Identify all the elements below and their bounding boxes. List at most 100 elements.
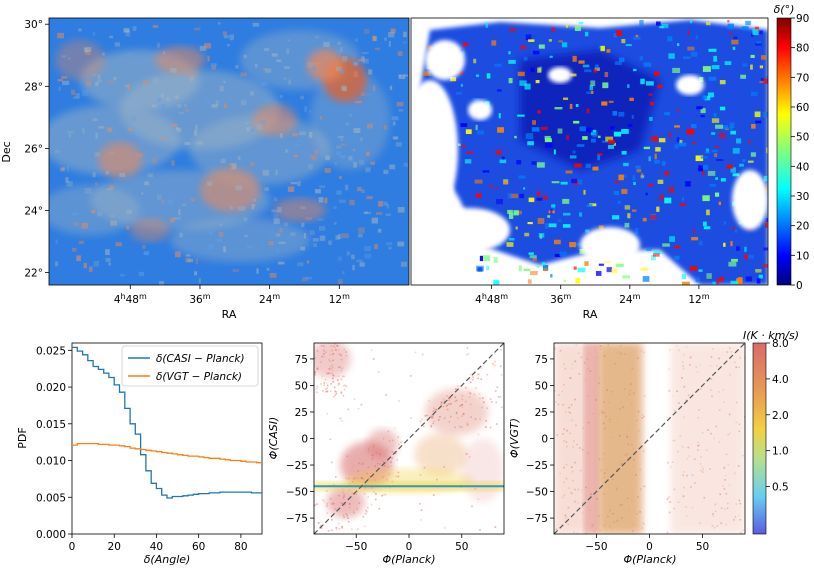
map-casi-speckle <box>377 228 382 233</box>
vgt-scatter-point <box>687 394 690 397</box>
map-delta-patch <box>702 95 707 100</box>
map-casi-speckle <box>397 241 405 247</box>
vgt-scatter-point <box>726 351 728 353</box>
casi-scatter-point <box>343 348 346 351</box>
vgt-scatter-point <box>683 416 685 419</box>
map-delta-patch <box>735 246 740 251</box>
casi-scatter-point <box>353 477 356 480</box>
map-delta-patch <box>763 78 768 84</box>
vgt-scatter-point <box>742 454 744 457</box>
map-delta-patch <box>739 163 744 167</box>
map-casi-speckle <box>298 131 306 136</box>
casi-scatter-point <box>436 478 438 481</box>
casi-scatter-point <box>375 493 377 495</box>
casi-scatter-point <box>397 475 400 478</box>
casi-scatter-xtick-label: −50 <box>345 541 367 553</box>
map-delta-patch <box>475 124 478 131</box>
map-casi-speckle <box>207 55 210 62</box>
vgt-scatter-point <box>609 525 611 528</box>
map-casi-speckle <box>273 213 279 220</box>
vgt-scatter-point <box>639 511 641 513</box>
map-casi-speckle <box>345 122 349 125</box>
map-delta-patch <box>751 33 754 37</box>
map-casi-speckle <box>290 232 296 237</box>
casi-scatter-point <box>421 418 423 421</box>
map-delta-patch <box>728 31 733 34</box>
map-casi-speckle <box>91 209 96 214</box>
map-delta-patch <box>548 223 557 228</box>
map-delta-patch <box>727 20 730 23</box>
map-delta-patch <box>543 267 548 272</box>
map-delta-patch <box>559 251 567 256</box>
map-delta-patch <box>698 240 703 246</box>
map-casi-speckle <box>309 154 315 159</box>
map-delta-patch <box>621 129 629 134</box>
vgt-scatter-point <box>723 401 725 403</box>
map-delta-patch <box>476 130 485 135</box>
vgt-scatter-point <box>623 353 626 355</box>
map-delta-patch <box>514 135 517 139</box>
map-casi-speckle <box>207 244 214 249</box>
vgt-scatter-point <box>568 406 571 409</box>
vgt-scatter-point <box>636 419 638 422</box>
casi-scatter-point <box>347 521 350 523</box>
vgt-scatter-point <box>697 441 699 444</box>
map-casi-speckle <box>374 244 378 249</box>
vgt-scatter-point <box>574 360 577 363</box>
casi-scatter-point <box>329 498 332 500</box>
delta-colorbar-tick-label: 40 <box>796 161 809 173</box>
map-delta-patch <box>601 101 608 106</box>
casi-scatter-point <box>345 354 348 357</box>
vgt-scatter-point <box>641 417 644 419</box>
map-casi-speckle <box>95 132 98 139</box>
casi-scatter-point <box>432 422 434 425</box>
vgt-scatter-point <box>728 413 731 416</box>
casi-scatter-xtick-label: 50 <box>455 541 468 553</box>
map-casi-speckle <box>263 98 270 102</box>
map-delta-patch <box>713 55 718 62</box>
map-delta-patch <box>733 36 738 40</box>
casi-scatter-point <box>326 503 328 505</box>
casi-scatter-point <box>386 479 388 481</box>
map-casi-speckle <box>370 161 375 165</box>
map-delta-patch <box>736 138 742 144</box>
map-delta-patch <box>759 80 765 83</box>
vgt-scatter-point <box>589 370 592 372</box>
map-casi-speckle <box>107 80 114 83</box>
map-delta-patch <box>697 168 704 172</box>
map-delta-patch <box>639 20 644 26</box>
map-casi-speckle <box>385 213 391 216</box>
map-delta-patch <box>531 127 540 132</box>
map-delta-patch <box>650 255 656 261</box>
map-casi-speckle <box>328 240 332 245</box>
vgt-scatter-point <box>716 365 718 367</box>
map-delta-patch <box>574 25 581 32</box>
vgt-scatter-point <box>613 521 615 523</box>
casi-scatter-point <box>386 449 388 451</box>
pdf-series-vgt <box>72 442 262 464</box>
vgt-scatter-point <box>729 347 731 349</box>
casi-scatter-point <box>323 382 326 384</box>
map-delta-patch <box>747 254 755 259</box>
casi-scatter-point <box>485 420 487 422</box>
map-delta-patch <box>527 141 534 146</box>
map-delta-patch <box>664 197 672 204</box>
map-delta-patch <box>499 159 507 164</box>
vgt-scatter-point <box>703 496 706 499</box>
map-casi-speckle <box>249 91 254 96</box>
casi-scatter-point <box>348 478 350 480</box>
vgt-scatter-point <box>619 345 622 347</box>
map-casi-speckle <box>339 175 342 180</box>
vgt-scatter-point <box>637 429 640 432</box>
vgt-scatter-point <box>718 441 721 443</box>
map-casi-speckle <box>305 276 312 280</box>
casi-scatter-point <box>326 505 328 508</box>
map-casi-speckle <box>84 187 92 194</box>
vgt-scatter-point <box>587 368 589 370</box>
casi-scatter-point <box>343 388 346 391</box>
map-casi-speckle <box>83 263 88 269</box>
map-casi-speckle <box>57 32 65 39</box>
map-casi-speckle <box>403 74 409 77</box>
map-casi-speckle <box>397 207 405 213</box>
vgt-scatter-point <box>571 363 574 366</box>
